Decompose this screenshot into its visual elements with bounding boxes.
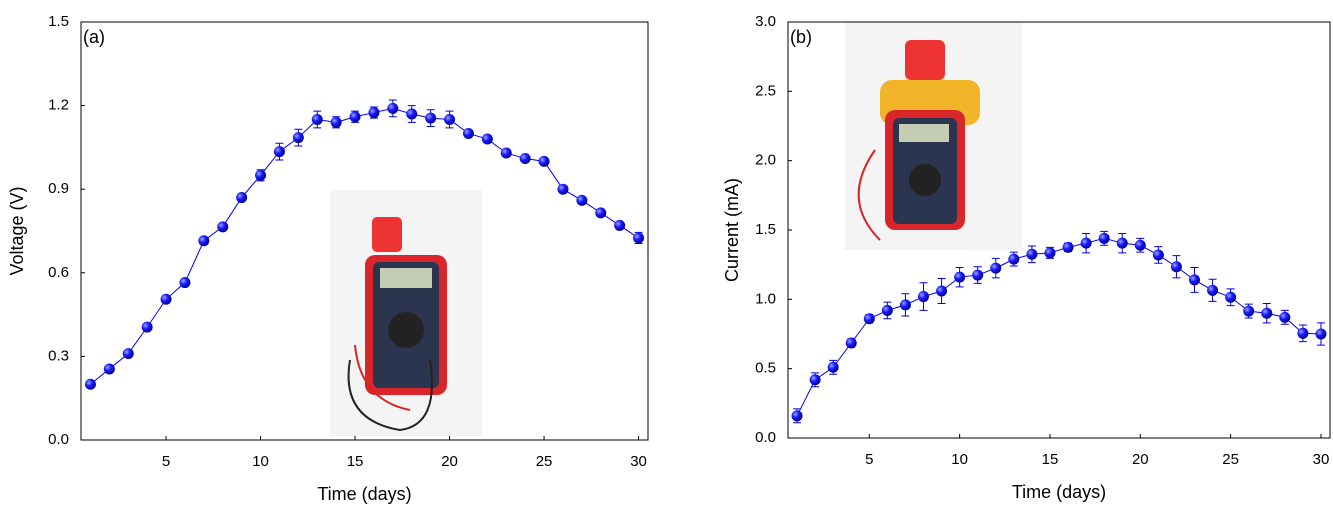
data-point xyxy=(809,374,821,386)
data-point xyxy=(84,378,96,390)
y-tick-label: 0.9 xyxy=(48,180,69,197)
data-point xyxy=(103,363,115,375)
x-tick-label: 10 xyxy=(951,451,968,468)
data-point xyxy=(881,304,893,316)
y-tick-label: 1.0 xyxy=(755,290,776,307)
data-point xyxy=(1098,232,1110,244)
x-tick-label: 25 xyxy=(536,453,553,470)
y-tick-label: 0.0 xyxy=(755,429,776,446)
data-point xyxy=(1261,307,1273,319)
y-axis-label: Voltage (V) xyxy=(7,186,27,275)
y-tick-label: 0.6 xyxy=(48,264,69,281)
data-point xyxy=(863,313,875,325)
data-point xyxy=(899,299,911,311)
data-point xyxy=(1225,291,1237,303)
data-point xyxy=(1080,237,1092,249)
data-point xyxy=(1207,284,1219,296)
photo-multimeter-a xyxy=(330,190,482,436)
data-point xyxy=(1315,328,1327,340)
x-tick-label: 30 xyxy=(1313,451,1330,468)
x-tick-label: 20 xyxy=(441,453,458,470)
data-point xyxy=(217,221,229,233)
data-point xyxy=(273,146,285,158)
x-tick-label: 15 xyxy=(347,453,364,470)
data-point xyxy=(1243,305,1255,317)
data-point xyxy=(349,111,361,123)
data-point xyxy=(179,277,191,289)
y-tick-label: 3.0 xyxy=(755,13,776,30)
data-point xyxy=(1008,253,1020,265)
data-point xyxy=(791,410,803,422)
data-point xyxy=(160,293,172,305)
plot-frame xyxy=(80,21,649,441)
data-point xyxy=(1062,241,1074,253)
x-tick-label: 20 xyxy=(1132,451,1149,468)
data-point xyxy=(519,153,531,165)
x-tick-label: 5 xyxy=(162,453,170,470)
x-tick-label: 30 xyxy=(630,453,647,470)
data-point xyxy=(1297,327,1309,339)
data-point xyxy=(1134,239,1146,251)
y-axis-label: Current (mA) xyxy=(722,178,742,282)
data-point xyxy=(1170,261,1182,273)
x-tick-label: 10 xyxy=(252,453,269,470)
photo-multimeter-b xyxy=(845,22,1022,250)
data-point xyxy=(1279,311,1291,323)
data-point xyxy=(557,183,569,195)
data-point xyxy=(255,169,267,181)
data-point xyxy=(1152,249,1164,261)
data-point xyxy=(387,102,399,114)
y-tick-label: 2.0 xyxy=(755,152,776,169)
data-point xyxy=(538,155,550,167)
data-point xyxy=(462,127,474,139)
data-point xyxy=(990,262,1002,274)
data-point xyxy=(1116,237,1128,249)
y-tick-label: 1.5 xyxy=(48,13,69,30)
y-tick-label: 1.2 xyxy=(48,97,69,114)
data-point xyxy=(1044,247,1056,259)
y-tick-label: 0.5 xyxy=(755,360,776,377)
y-tick-label: 1.5 xyxy=(755,221,776,238)
y-tick-label: 0.0 xyxy=(48,431,69,448)
y-tick-label: 0.3 xyxy=(48,347,69,364)
x-tick-label: 25 xyxy=(1222,451,1239,468)
data-point xyxy=(954,271,966,283)
data-point xyxy=(845,337,857,349)
x-tick-label: 5 xyxy=(865,451,873,468)
data-point xyxy=(936,285,948,297)
data-point xyxy=(330,116,342,128)
data-point xyxy=(425,112,437,124)
x-tick-label: 15 xyxy=(1042,451,1059,468)
x-axis-label: Time (days) xyxy=(1012,482,1106,502)
data-point xyxy=(500,147,512,159)
x-axis-label: Time (days) xyxy=(317,484,411,504)
data-point xyxy=(918,291,929,303)
data-point xyxy=(311,114,323,126)
data-point xyxy=(1189,274,1200,286)
panel-label: (b) xyxy=(790,27,812,47)
data-point xyxy=(292,132,304,144)
panel-label: (a) xyxy=(83,27,105,47)
data-point xyxy=(122,348,134,360)
data-point xyxy=(633,232,645,244)
data-point xyxy=(141,321,153,333)
data-point xyxy=(614,219,626,231)
data-point xyxy=(406,108,418,120)
y-tick-label: 2.5 xyxy=(755,82,776,99)
data-point xyxy=(576,194,588,206)
data-point xyxy=(236,192,248,204)
data-point xyxy=(368,107,380,119)
data-point xyxy=(1026,248,1038,260)
data-point xyxy=(444,114,456,126)
data-point xyxy=(827,361,839,373)
data-point xyxy=(595,207,607,219)
data-point xyxy=(198,235,210,247)
data-line xyxy=(796,237,1321,417)
data-point xyxy=(481,133,493,145)
data-point xyxy=(972,269,984,281)
